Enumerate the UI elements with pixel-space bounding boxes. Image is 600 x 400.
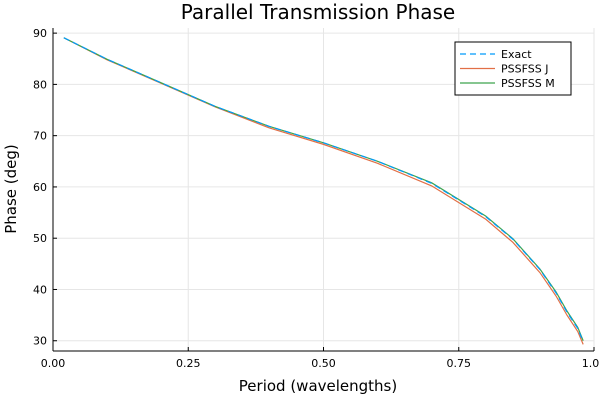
x-axis-label: Period (wavelengths) [239, 377, 397, 395]
y-tick-label: 60 [33, 181, 47, 194]
x-tick-label: 0.00 [41, 357, 66, 370]
y-tick-label: 80 [33, 78, 47, 91]
x-tick-label: 1.00 [582, 357, 600, 370]
legend-label: Exact [501, 48, 532, 61]
chart-title: Parallel Transmission Phase [181, 0, 456, 24]
axes [52, 28, 595, 352]
legend-label: PSSFSS J [501, 63, 548, 76]
x-tick-label: 0.25 [176, 357, 201, 370]
y-tick-label: 70 [33, 130, 47, 143]
grid [52, 28, 595, 351]
y-tick-label: 50 [33, 232, 47, 245]
y-tick-label: 90 [33, 27, 47, 40]
legend-label: PSSFSS M [501, 77, 555, 90]
x-tick-label: 0.50 [311, 357, 336, 370]
y-tick-label: 30 [33, 335, 47, 348]
series-lines [63, 37, 584, 345]
tick-labels: 0.00 0.25 0.50 0.75 1.00 30 40 50 60 70 80 90 [33, 27, 600, 370]
y-tick-label: 40 [33, 283, 47, 296]
y-axis-label: Phase (deg) [2, 144, 20, 234]
x-tick-label: 0.75 [447, 357, 472, 370]
